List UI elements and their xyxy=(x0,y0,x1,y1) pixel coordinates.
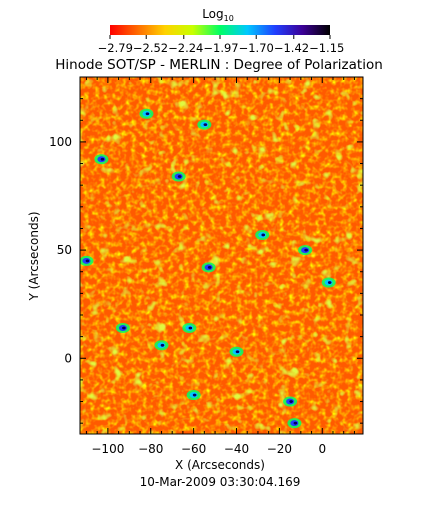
polarization-patch xyxy=(80,255,94,266)
polarization-patch xyxy=(94,154,109,165)
polarization-patch xyxy=(321,277,336,288)
x-axis: −100 −80 −60 −40 −20 0 xyxy=(85,77,355,456)
colorbar-title: Log10 xyxy=(202,7,234,23)
x-tick-label: −40 xyxy=(224,442,249,456)
polarization-patch xyxy=(115,322,130,333)
x-tick-label: −100 xyxy=(91,442,124,456)
x-axis-label: X (Arcseconds) xyxy=(175,458,265,472)
polarization-patch xyxy=(197,119,212,130)
x-tick-label: −60 xyxy=(181,442,206,456)
polarization-patch xyxy=(154,340,169,351)
colorbar-ticks xyxy=(109,35,331,39)
x-tick-label: 0 xyxy=(318,442,326,456)
chart-title: Hinode SOT/SP - MERLIN : Degree of Polar… xyxy=(55,57,383,73)
polarization-patch xyxy=(201,262,216,273)
plot-area xyxy=(80,77,363,434)
y-axis-label: Y (Arcseconds) xyxy=(27,211,41,301)
polarization-patch xyxy=(287,418,302,429)
polarization-patch xyxy=(229,346,244,357)
colorbar-tick-labels: −2.79−2.52−2.24−1.97−1.70−1.42−1.15 xyxy=(98,41,345,55)
y-tick-label: 50 xyxy=(57,243,72,257)
polarization-patch xyxy=(255,229,270,240)
y-axis: 0 50 100 xyxy=(49,98,363,424)
y-tick-label: 100 xyxy=(49,135,72,149)
polarization-patch xyxy=(186,390,201,401)
timestamp: 10-Mar-2009 03:30:04.169 xyxy=(140,475,301,489)
polarization-patch xyxy=(182,322,197,333)
polarization-patch xyxy=(283,396,298,407)
x-tick-label: −20 xyxy=(267,442,292,456)
map-texture-green xyxy=(80,77,363,434)
polarization-patch xyxy=(171,171,186,182)
map-features xyxy=(80,108,336,429)
colorbar xyxy=(110,25,330,35)
x-tick-label: −80 xyxy=(138,442,163,456)
y-tick-label: 0 xyxy=(64,351,72,365)
plot-frame xyxy=(79,76,364,435)
polarization-patch xyxy=(298,245,313,256)
polarization-patch xyxy=(139,108,154,119)
